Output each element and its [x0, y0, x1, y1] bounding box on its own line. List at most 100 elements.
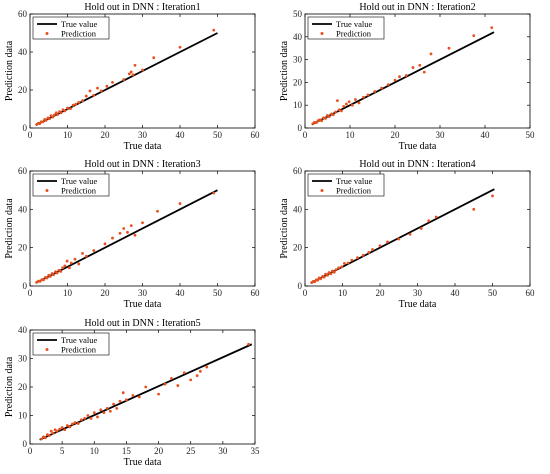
x-tick-label: 30: [436, 130, 446, 140]
legend-label: Prediction: [61, 29, 97, 39]
y-tick-label: 40: [18, 47, 28, 57]
prediction-point: [334, 110, 337, 114]
prediction-point: [367, 251, 371, 254]
prediction-point: [66, 106, 69, 110]
legend-label: True value: [336, 19, 373, 29]
prediction-point: [340, 265, 344, 269]
x-tick-label: 50: [526, 130, 536, 140]
prediction-point: [346, 261, 350, 265]
prediction-point: [362, 95, 365, 99]
prediction-point: [81, 252, 84, 255]
prediction-point: [77, 262, 81, 266]
prediction-point: [320, 119, 324, 123]
prediction-point: [63, 428, 67, 432]
prediction-point: [74, 102, 78, 106]
prediction-point: [212, 28, 216, 32]
prediction-point: [373, 90, 377, 93]
prediction-point: [59, 270, 63, 273]
prediction-point: [212, 191, 216, 195]
true-value-line: [311, 31, 495, 126]
prediction-point: [63, 264, 67, 268]
x-tick-label: 10: [63, 130, 73, 140]
y-tick-label: 50: [293, 9, 303, 19]
prediction-point: [322, 116, 325, 120]
prediction-point: [313, 280, 317, 284]
prediction-point: [56, 113, 60, 116]
prediction-point: [77, 100, 81, 104]
prediction-point: [342, 104, 346, 108]
prediction-point: [472, 34, 476, 38]
prediction-point: [51, 115, 55, 119]
y-tick-label: 10: [18, 411, 28, 421]
y-axis-label: Prediction data: [4, 198, 15, 259]
prediction-point: [59, 111, 63, 115]
x-tick-label: 60: [251, 130, 261, 140]
prediction-point: [89, 416, 93, 420]
prediction-point: [102, 411, 106, 415]
y-tick-label: 20: [18, 85, 28, 95]
x-tick-label: 40: [176, 130, 186, 140]
legend-label: True value: [336, 176, 373, 186]
prediction-point: [141, 68, 144, 72]
prediction-point: [122, 78, 126, 81]
prediction-point: [350, 258, 354, 262]
prediction-point: [92, 249, 96, 252]
prediction-point: [334, 268, 338, 272]
prediction-point: [68, 425, 72, 429]
prediction-point: [38, 280, 42, 283]
prediction-point: [386, 83, 390, 87]
y-axis-label: Prediction data: [4, 356, 15, 417]
true-value-line: [39, 343, 253, 441]
prediction-point: [137, 395, 141, 399]
legend-box: [307, 173, 385, 197]
prediction-point: [178, 202, 182, 205]
prediction-point: [322, 275, 326, 279]
prediction-point: [52, 113, 56, 117]
prediction-point: [71, 422, 74, 426]
prediction-point: [41, 120, 45, 124]
prediction-point: [176, 384, 180, 387]
prediction-point: [371, 248, 374, 251]
prediction-point: [84, 254, 88, 258]
prediction-point: [434, 215, 438, 219]
prediction-point: [76, 422, 80, 425]
prediction-point: [118, 399, 122, 403]
x-tick-label: 10: [90, 446, 100, 456]
x-tick-label: 20: [101, 130, 111, 140]
prediction-point: [80, 418, 83, 422]
x-tick-label: 0: [303, 288, 308, 298]
true-value-line: [35, 189, 218, 284]
prediction-point: [88, 89, 92, 93]
prediction-point: [247, 342, 250, 346]
y-tick-label: 20: [18, 382, 28, 392]
x-tick-label: 25: [186, 446, 196, 456]
legend-label: True value: [61, 19, 98, 29]
y-tick-label: 0: [298, 281, 303, 291]
y-tick-label: 40: [18, 325, 28, 335]
y-tick-label: 60: [293, 166, 303, 176]
prediction-point: [419, 227, 423, 230]
x-tick-label: 20: [376, 288, 386, 298]
prediction-point: [84, 94, 88, 98]
prediction-point: [40, 437, 43, 441]
prediction-point: [51, 431, 55, 435]
chart-panel-4: Hold out in DNN : Iteration4 0 10 20 30 40 50 6…: [279, 159, 535, 310]
x-tick-label: 60: [251, 288, 261, 298]
prediction-point: [336, 99, 339, 103]
prediction-point: [163, 382, 167, 386]
legend-label: True value: [61, 176, 98, 186]
prediction-point: [131, 394, 135, 397]
x-tick-label: 0: [28, 130, 33, 140]
x-tick-label: 15: [122, 446, 132, 456]
x-tick-label: 50: [213, 130, 223, 140]
x-tick-label: 40: [176, 288, 186, 298]
x-tick-label: 20: [101, 288, 111, 298]
prediction-point: [408, 232, 412, 236]
prediction-point: [65, 424, 69, 427]
prediction-point: [115, 406, 119, 410]
prediction-point: [133, 233, 137, 237]
y-tick-label: 0: [23, 281, 28, 291]
prediction-point: [329, 272, 333, 276]
y-tick-label: 40: [293, 32, 303, 42]
prediction-point: [141, 221, 144, 225]
